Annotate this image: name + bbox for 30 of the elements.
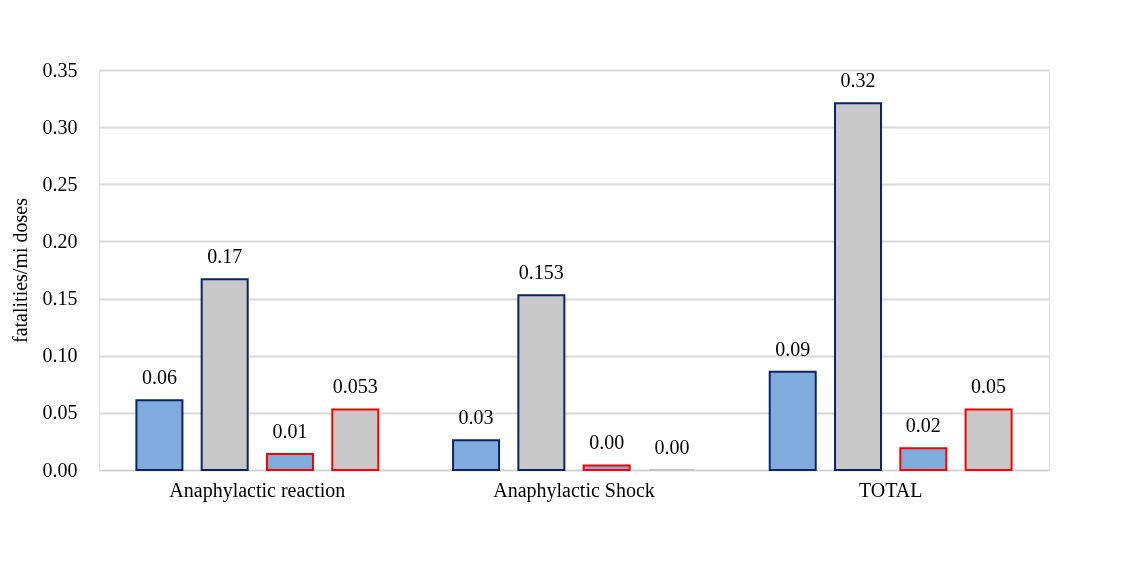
bar — [899, 447, 948, 471]
bar — [265, 453, 314, 471]
data-label: 0.09 — [775, 337, 811, 360]
data-label: 0.01 — [272, 420, 308, 442]
y-tick-label: 0.05 — [42, 401, 78, 424]
data-label: 0.03 — [458, 406, 494, 429]
data-label: 0.05 — [971, 375, 1007, 398]
bar — [452, 439, 501, 471]
y-tick-label: 0.10 — [42, 344, 78, 367]
data-label: 0.00 — [589, 431, 625, 454]
data-label: 0.32 — [840, 69, 876, 92]
data-label: 0.153 — [518, 261, 564, 284]
data-label: 0.053 — [332, 375, 378, 398]
bar — [135, 399, 184, 471]
x-tick-label: Anaphylactic Shock — [493, 478, 655, 502]
bar — [582, 464, 631, 471]
data-label: 0.17 — [207, 245, 243, 268]
y-tick-label: 0.30 — [42, 115, 78, 138]
x-tick-label: TOTAL — [858, 478, 923, 501]
y-tick-label: 0.15 — [42, 287, 78, 310]
y-tick-label: 0.20 — [42, 229, 78, 252]
y-axis-title: fatalities/mi doses — [8, 197, 31, 343]
y-tick-label: 0.00 — [42, 458, 78, 481]
data-label: 0.06 — [141, 366, 177, 389]
data-label: 0.00 — [654, 436, 690, 458]
y-tick-label: 0.35 — [42, 58, 78, 81]
data-label: 0.02 — [905, 414, 941, 437]
x-tick-label: Anaphylactic reaction — [169, 478, 346, 502]
y-tick-label: 0.25 — [42, 172, 78, 195]
bar — [768, 370, 817, 471]
